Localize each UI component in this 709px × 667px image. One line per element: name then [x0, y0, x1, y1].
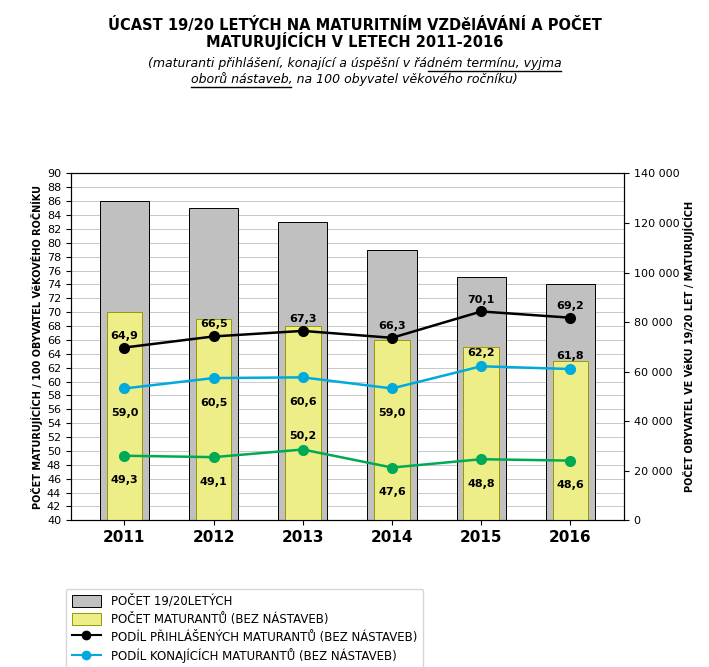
Bar: [278, 222, 328, 667]
Text: (maturanti přihlášení, konající a úspěšní v řádném termínu, vyjma: (maturanti přihlášení, konající a úspěšn…: [147, 57, 562, 69]
Bar: [285, 326, 320, 667]
Bar: [546, 284, 595, 667]
Y-axis label: POČET OBYVATEL VE VěKU 19/20 LET / MATURUJÍCÍCH: POČET OBYVATEL VE VěKU 19/20 LET / MATUR…: [683, 201, 696, 492]
Text: 59,0: 59,0: [379, 408, 406, 418]
Text: 69,2: 69,2: [557, 301, 584, 311]
Bar: [189, 208, 238, 667]
Text: 61,8: 61,8: [557, 351, 584, 361]
Y-axis label: POČET MATURUJÍCÍCH / 100 OBYVATEL VěKOVÉHO ROČNÍKU: POČET MATURUJÍCÍCH / 100 OBYVATEL VěKOVÉ…: [30, 185, 43, 509]
Text: 62,2: 62,2: [467, 348, 495, 358]
Text: 66,5: 66,5: [200, 319, 228, 329]
Text: 49,1: 49,1: [200, 477, 228, 487]
Text: 60,6: 60,6: [289, 397, 317, 407]
Text: oborů nástaveb, na 100 obyvatel věkového ročníku): oborů nástaveb, na 100 obyvatel věkového…: [191, 72, 518, 86]
Bar: [374, 340, 410, 667]
Text: 48,8: 48,8: [467, 479, 495, 489]
Text: 66,3: 66,3: [378, 321, 406, 331]
Text: 59,0: 59,0: [111, 408, 138, 418]
Bar: [457, 277, 506, 667]
Text: 70,1: 70,1: [467, 295, 495, 305]
Text: 48,6: 48,6: [557, 480, 584, 490]
Bar: [106, 312, 143, 667]
Text: 67,3: 67,3: [289, 314, 316, 324]
Bar: [552, 361, 588, 667]
Text: 50,2: 50,2: [289, 431, 316, 441]
Text: 47,6: 47,6: [378, 487, 406, 497]
Legend: POČET 19/20LETÝCH, POČET MATURANTŮ (BEZ NÁSTAVEB), PODÍL PŘIHLÁŠENÝCH MATURANTŮ : POČET 19/20LETÝCH, POČET MATURANTŮ (BEZ …: [66, 588, 423, 667]
Text: ÚCAST 19/20 LETÝCH NA MATURITNÍM VZDělÁVÁNÍ A POČET: ÚCAST 19/20 LETÝCH NA MATURITNÍM VZDělÁV…: [108, 17, 601, 33]
Bar: [196, 319, 231, 667]
Text: MATURUJÍCÍCH V LETECH 2011-2016: MATURUJÍCÍCH V LETECH 2011-2016: [206, 32, 503, 50]
Bar: [367, 249, 417, 667]
Bar: [100, 201, 149, 667]
Bar: [464, 347, 499, 667]
Text: 49,3: 49,3: [111, 475, 138, 485]
Text: 64,9: 64,9: [111, 331, 138, 341]
Text: 60,5: 60,5: [200, 398, 228, 408]
